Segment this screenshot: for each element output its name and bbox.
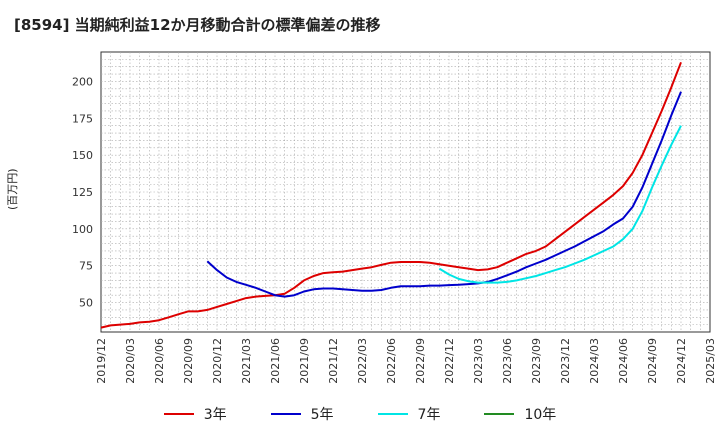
line-chart: 50 75 100 125 150 175 200 2019/12 2020/03 2020/06… (72, 51, 717, 384)
y-tick-label: 100 (72, 223, 93, 236)
x-tick-label: 2021/12 (327, 338, 340, 384)
x-tick-label: 2020/03 (124, 338, 137, 384)
legend-item: 10年 (484, 404, 556, 424)
legend-swatch (484, 413, 515, 415)
legend-swatch (270, 413, 301, 415)
legend-item: 3年 (163, 404, 227, 424)
chart-legend: 3年 5年 7年 10年 (0, 404, 720, 424)
series-line-5年 (206, 91, 682, 298)
legend-swatch (163, 413, 194, 415)
x-tick-label: 2021/03 (240, 338, 253, 384)
y-tick-label: 125 (72, 186, 93, 199)
x-tick-label: 2020/12 (211, 338, 224, 384)
y-tick-label: 150 (72, 149, 93, 162)
x-tick-label: 2022/06 (385, 338, 398, 384)
x-tick-label: 2024/06 (617, 338, 630, 384)
x-tick-label: 2022/09 (414, 338, 427, 384)
x-tick-label: 2023/09 (530, 338, 543, 384)
x-tick-label: 2020/09 (182, 338, 195, 384)
legend-label: 10年 (524, 407, 557, 423)
legend-item: 5年 (270, 404, 334, 424)
x-tick-label: 2024/09 (646, 338, 659, 384)
x-tick-label: 2022/03 (356, 338, 369, 384)
x-tick-label: 2023/03 (472, 338, 485, 384)
x-tick-label: 2023/12 (559, 338, 572, 384)
legend-item: 7年 (377, 404, 441, 424)
x-tick-label: 2020/06 (153, 338, 166, 384)
x-tick-label: 2023/06 (501, 338, 514, 384)
legend-label: 7年 (417, 407, 441, 423)
y-tick-label: 75 (79, 260, 93, 273)
legend-label: 3年 (203, 407, 227, 423)
x-tick-label: 2021/06 (269, 338, 282, 384)
series-line-3年 (100, 61, 682, 329)
x-tick-label: 2024/03 (588, 338, 601, 384)
y-tick-label: 200 (72, 75, 93, 88)
series-line-7年 (438, 125, 682, 284)
x-tick-label: 2025/03 (704, 338, 717, 384)
y-tick-label: 50 (79, 297, 93, 310)
x-tick-label: 2024/12 (675, 338, 688, 384)
x-tick-label: 2019/12 (95, 338, 108, 384)
legend-label: 5年 (310, 407, 334, 423)
chart-title: [8594] 当期純利益12か月移動合計の標準偏差の推移 (14, 16, 381, 34)
y-tick-label: 175 (72, 112, 93, 125)
x-tick-label: 2022/12 (443, 338, 456, 384)
legend-swatch (377, 413, 408, 415)
x-tick-label: 2021/09 (298, 338, 311, 384)
